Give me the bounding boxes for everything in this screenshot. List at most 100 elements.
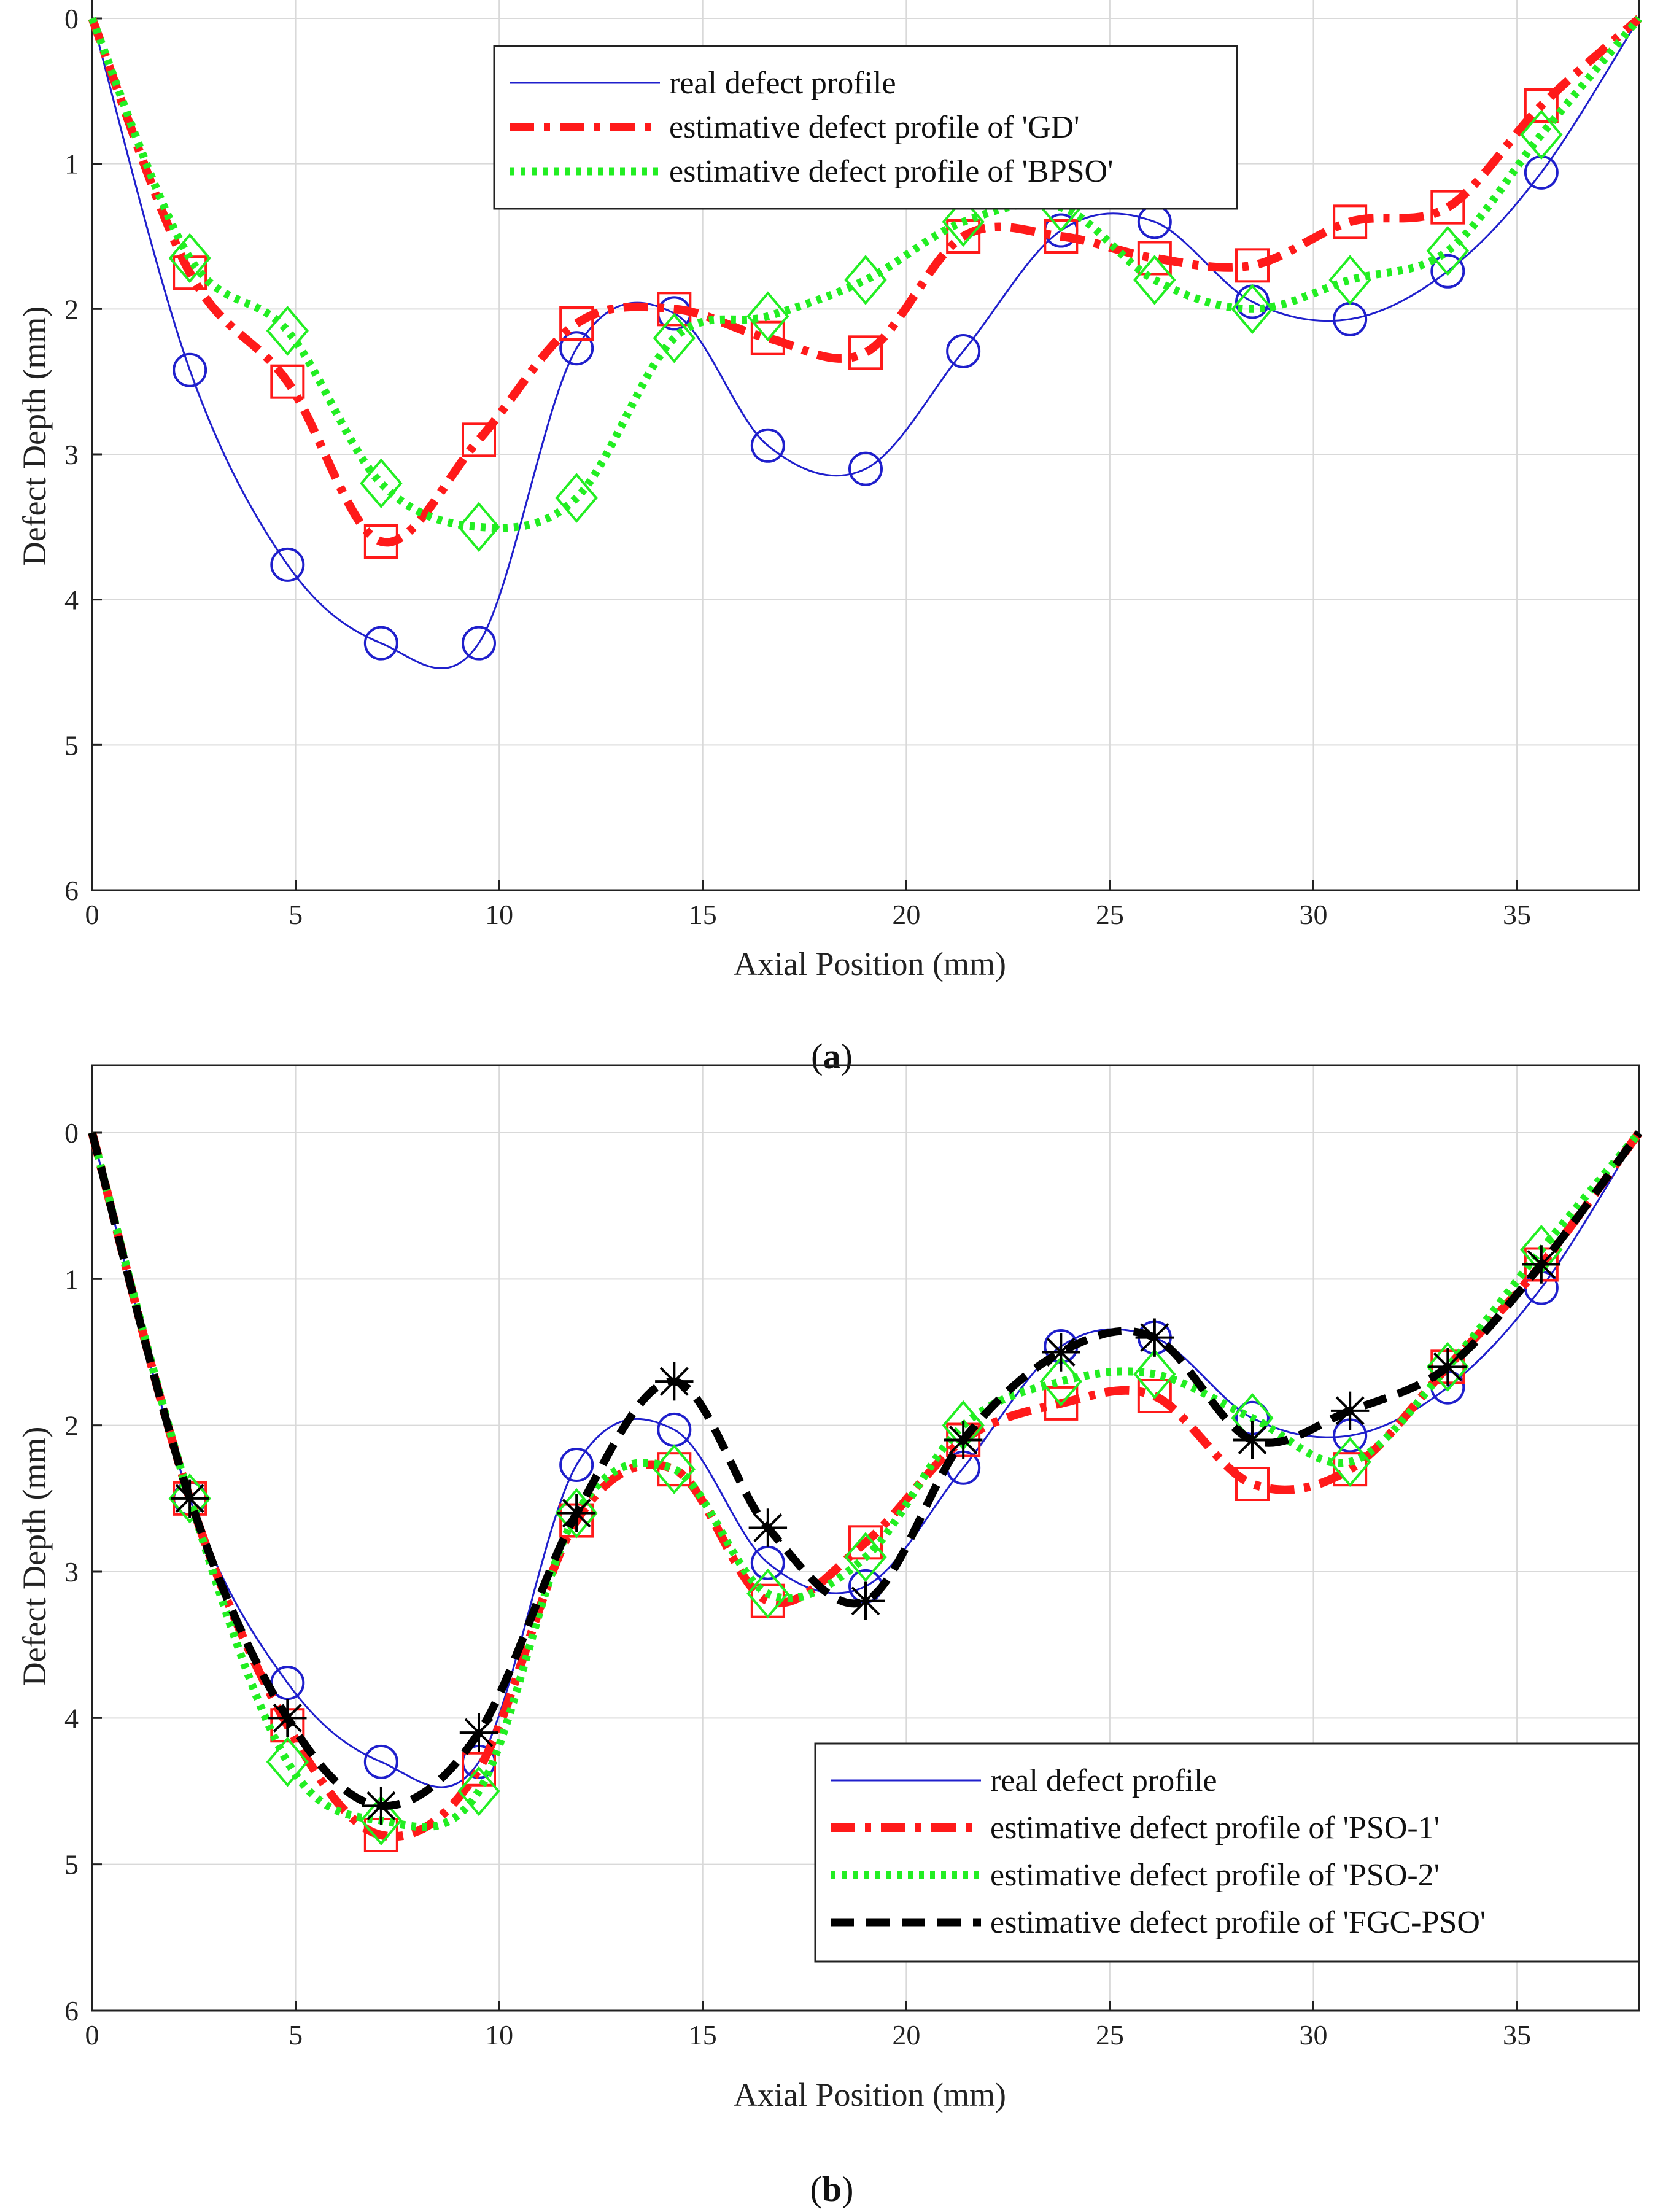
x-tick-label: 35: [1503, 2019, 1531, 2051]
data-point-marker: [1137, 241, 1172, 276]
y-axis-label: Defect Depth (mm): [16, 306, 53, 566]
y-tick-label: 5: [64, 1849, 79, 1880]
x-tick-label: 10: [485, 2019, 513, 2051]
series-2: [88, 15, 1642, 553]
caption-letter: a: [823, 1036, 841, 1076]
data-point-marker: [946, 333, 981, 368]
data-point-marker: [1524, 88, 1559, 123]
caption-letter: b: [822, 2169, 842, 2209]
data-point-marker: [1042, 1333, 1080, 1372]
data-point-marker: [266, 306, 309, 356]
data-point-marker: [173, 352, 207, 387]
y-tick-label: 2: [64, 293, 79, 325]
data-point-marker: [457, 1766, 500, 1817]
series-line: [88, 1130, 1642, 1831]
y-tick-label: 4: [64, 1702, 79, 1734]
x-tick-label: 5: [289, 899, 303, 930]
data-point-marker: [1044, 219, 1079, 254]
data-point-marker: [653, 1444, 696, 1494]
y-tick-label: 3: [64, 439, 79, 470]
data-point-marker: [270, 547, 305, 582]
series-1: [88, 15, 1642, 559]
caption-close-paren: ): [842, 2169, 853, 2209]
data-point-marker: [457, 502, 500, 553]
axes-frame: [91, 0, 1640, 891]
data-point-marker: [942, 196, 985, 247]
x-tick-label: 0: [85, 899, 99, 930]
data-point-marker: [1231, 284, 1274, 335]
y-axis-ticks: 0 1 2 3 4 5 6: [64, 3, 102, 906]
y-tick-label: 3: [64, 1556, 79, 1588]
data-point-marker: [750, 428, 785, 463]
legend-entry-label: estimative defect profile of 'BPSO': [669, 154, 1113, 189]
legend-entry-label: real defect profile: [669, 66, 896, 101]
data-point-marker: [266, 1737, 309, 1787]
data-point-marker: [363, 524, 398, 559]
legend-entry-label: estimative defect profile of 'FGC-PSO': [990, 1905, 1486, 1940]
series-3: [88, 1130, 1643, 1825]
plot-frame: [91, 1064, 1640, 2012]
data-point-marker: [746, 291, 789, 341]
data-point-marker: [746, 1568, 789, 1619]
y-tick-label: 2: [64, 1410, 79, 1442]
data-point-marker: [748, 1508, 788, 1547]
data-point-marker: [655, 1362, 694, 1401]
y-tick-label: 1: [64, 1263, 79, 1295]
data-point-marker: [657, 1452, 692, 1487]
data-point-marker: [559, 1448, 594, 1483]
data-point-marker: [1330, 1391, 1370, 1430]
data-point-marker: [557, 1494, 596, 1532]
panel-caption-b: (b): [810, 2169, 854, 2209]
caption-open-paren: (: [810, 2169, 822, 2209]
data-point-marker: [363, 1744, 398, 1779]
caption-close-paren: ): [841, 1036, 853, 1076]
data-point-marker: [1328, 255, 1371, 305]
data-point-marker: [555, 473, 598, 523]
data-point-marker: [944, 1421, 983, 1459]
data-point-marker: [848, 335, 883, 370]
x-tick-label: 5: [289, 2019, 303, 2051]
data-point-marker: [846, 1581, 885, 1620]
legend-entry-label: estimative defect profile of 'PSO-2': [990, 1858, 1440, 1893]
x-tick-label: 30: [1299, 2019, 1327, 2051]
data-point-marker: [750, 320, 785, 355]
x-axis-ticks: 0 5 10 15 20 25 30 35: [85, 880, 1531, 930]
y-tick-label: 4: [64, 584, 79, 616]
data-point-marker: [1135, 1318, 1174, 1357]
x-tick-label: 25: [1096, 899, 1124, 930]
y-axis-ticks: 0 1 2 3 4 5 6: [64, 1117, 102, 2027]
legend: real defect profile estimative defect pro…: [814, 1742, 1640, 1963]
legend: real defect profile estimative defect pro…: [493, 45, 1238, 210]
data-point-marker: [559, 306, 594, 341]
y-tick-label: 6: [64, 875, 79, 906]
chart-panel-b: 0 5 10 15 20 25 30 35 0 1 2 3 4 5 6 Axial Position (m…: [16, 1064, 1643, 2209]
data-series: [88, 1130, 1643, 1852]
x-tick-label: 0: [85, 2019, 99, 2051]
data-point-marker: [1428, 1348, 1467, 1386]
legend-entry-label: estimative defect profile of 'PSO-1': [990, 1810, 1440, 1845]
data-point-marker: [462, 1752, 496, 1787]
chart-panel-a: 0 5 10 15 20 25 30 35 0 1 2 3 4 5 6 Axial Position (m…: [16, 0, 1642, 1076]
series-line: [88, 15, 1642, 532]
data-point-marker: [170, 1479, 209, 1518]
data-point-marker: [362, 1787, 401, 1825]
data-point-marker: [1520, 109, 1563, 160]
data-point-marker: [844, 1532, 887, 1582]
data-point-marker: [555, 1488, 598, 1539]
data-point-marker: [360, 1795, 403, 1845]
x-axis-label: Axial Position (mm): [734, 2076, 1006, 2113]
data-point-marker: [363, 626, 398, 661]
y-tick-label: 5: [64, 729, 79, 761]
data-point-marker: [848, 451, 883, 486]
caption-open-paren: (: [811, 1036, 823, 1076]
data-point-marker: [1430, 190, 1465, 225]
data-point-marker: [1044, 1386, 1079, 1421]
x-tick-label: 15: [689, 2019, 717, 2051]
data-point-marker: [1522, 1245, 1561, 1284]
data-point-marker: [844, 255, 887, 305]
y-tick-label: 0: [64, 1117, 79, 1149]
data-point-marker: [462, 626, 496, 661]
x-tick-label: 30: [1299, 899, 1327, 930]
x-axis-label: Axial Position (mm): [734, 945, 1006, 982]
